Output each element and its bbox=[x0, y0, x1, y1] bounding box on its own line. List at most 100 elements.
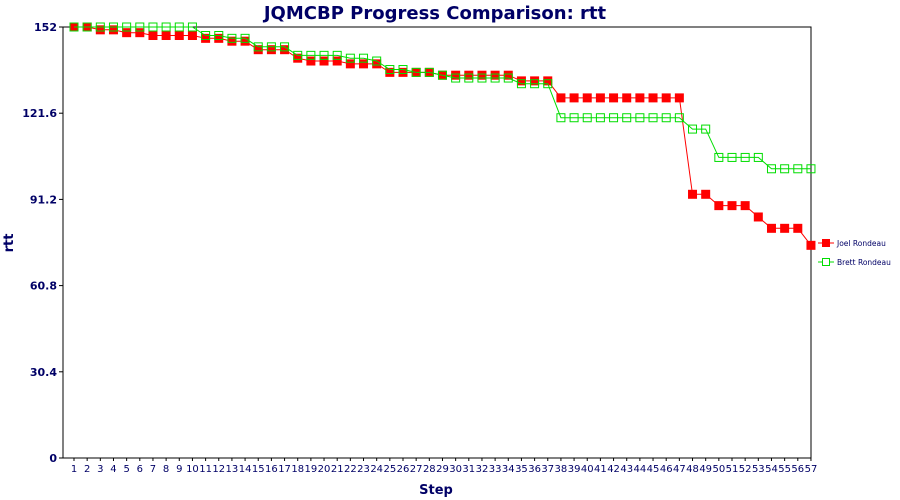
data-point-brett-rondeau bbox=[806, 164, 816, 174]
data-point-joel-rondeau bbox=[280, 45, 290, 55]
data-point-joel-rondeau bbox=[661, 93, 671, 103]
data-point-joel-rondeau bbox=[793, 223, 803, 233]
x-tick-label: 15 bbox=[252, 464, 265, 475]
data-point-brett-rondeau bbox=[530, 79, 540, 89]
data-point-joel-rondeau bbox=[187, 31, 197, 41]
x-tick-label: 21 bbox=[331, 464, 344, 475]
data-point-joel-rondeau bbox=[543, 76, 553, 86]
data-point-brett-rondeau bbox=[293, 50, 303, 60]
data-point-brett-rondeau bbox=[793, 164, 803, 174]
legend-label-joel: Joel Rondeau bbox=[836, 239, 886, 248]
x-tick-label: 42 bbox=[607, 464, 620, 475]
x-tick-label: 1 bbox=[71, 464, 77, 475]
data-point-brett-rondeau bbox=[701, 124, 711, 134]
x-tick-label: 38 bbox=[555, 464, 568, 475]
data-point-brett-rondeau bbox=[345, 53, 355, 63]
y-tick-label: 30.4 bbox=[30, 366, 57, 379]
data-point-joel-rondeau bbox=[306, 56, 316, 66]
x-tick-label: 48 bbox=[686, 464, 699, 475]
series-line-joel-rondeau bbox=[74, 26, 812, 246]
data-point-joel-rondeau bbox=[753, 212, 763, 222]
data-point-joel-rondeau bbox=[780, 223, 790, 233]
data-point-brett-rondeau bbox=[187, 22, 197, 32]
x-tick-label: 24 bbox=[370, 464, 383, 475]
data-point-brett-rondeau bbox=[385, 65, 395, 75]
data-point-brett-rondeau bbox=[240, 33, 250, 43]
x-tick-label: 35 bbox=[515, 464, 528, 475]
data-point-brett-rondeau bbox=[424, 67, 434, 77]
legend-marker-brett bbox=[822, 258, 830, 266]
data-point-joel-rondeau bbox=[516, 76, 526, 86]
data-point-joel-rondeau bbox=[635, 93, 645, 103]
x-axis-label: Step bbox=[419, 483, 453, 498]
data-point-joel-rondeau bbox=[240, 36, 250, 46]
x-tick-label: 22 bbox=[344, 464, 357, 475]
data-point-brett-rondeau bbox=[280, 42, 290, 52]
x-tick-label: 13 bbox=[226, 464, 239, 475]
chart-title: JQMCBP Progress Comparison: rtt bbox=[262, 3, 607, 24]
data-point-joel-rondeau bbox=[622, 93, 632, 103]
data-point-brett-rondeau bbox=[214, 31, 224, 41]
x-tick-label: 57 bbox=[805, 464, 818, 475]
data-point-joel-rondeau bbox=[740, 201, 750, 211]
x-tick-label: 34 bbox=[502, 464, 515, 475]
data-point-brett-rondeau bbox=[648, 113, 658, 123]
data-point-joel-rondeau bbox=[148, 31, 158, 41]
data-point-joel-rondeau bbox=[477, 70, 487, 80]
x-tick-label: 29 bbox=[436, 464, 449, 475]
data-point-joel-rondeau bbox=[451, 70, 461, 80]
x-tick-label: 31 bbox=[462, 464, 475, 475]
data-point-brett-rondeau bbox=[674, 113, 684, 123]
data-point-brett-rondeau bbox=[780, 164, 790, 174]
data-point-joel-rondeau bbox=[201, 33, 211, 43]
data-point-joel-rondeau bbox=[464, 70, 474, 80]
data-point-joel-rondeau bbox=[569, 93, 579, 103]
data-point-brett-rondeau bbox=[319, 50, 329, 60]
data-point-joel-rondeau bbox=[108, 25, 118, 35]
data-point-brett-rondeau bbox=[332, 50, 342, 60]
data-point-joel-rondeau bbox=[214, 33, 224, 43]
data-point-joel-rondeau bbox=[714, 201, 724, 211]
x-tick-label: 2 bbox=[84, 464, 90, 475]
x-tick-label: 33 bbox=[489, 464, 502, 475]
x-tick-label: 3 bbox=[97, 464, 103, 475]
data-point-brett-rondeau bbox=[477, 73, 487, 83]
data-point-brett-rondeau bbox=[398, 65, 408, 75]
x-tick-label: 10 bbox=[186, 464, 199, 475]
data-point-brett-rondeau bbox=[464, 73, 474, 83]
data-point-joel-rondeau bbox=[766, 223, 776, 233]
x-tick-label: 11 bbox=[199, 464, 212, 475]
data-point-joel-rondeau bbox=[135, 28, 145, 38]
x-tick-label: 8 bbox=[163, 464, 169, 475]
x-tick-label: 12 bbox=[212, 464, 225, 475]
y-tick-label: 91.2 bbox=[30, 193, 57, 206]
data-point-joel-rondeau bbox=[345, 59, 355, 69]
data-point-joel-rondeau bbox=[253, 45, 263, 55]
x-tick-label: 19 bbox=[305, 464, 318, 475]
data-point-brett-rondeau bbox=[714, 152, 724, 162]
data-point-brett-rondeau bbox=[201, 31, 211, 41]
x-tick-label: 41 bbox=[594, 464, 607, 475]
y-tick-label: 152 bbox=[34, 21, 57, 34]
data-point-brett-rondeau bbox=[622, 113, 632, 123]
x-tick-label: 30 bbox=[449, 464, 462, 475]
data-point-joel-rondeau bbox=[359, 59, 369, 69]
data-point-brett-rondeau bbox=[69, 22, 79, 32]
x-tick-label: 23 bbox=[357, 464, 370, 475]
x-tick-label: 54 bbox=[765, 464, 778, 475]
data-point-brett-rondeau bbox=[437, 70, 447, 80]
data-point-brett-rondeau bbox=[635, 113, 645, 123]
x-tick-label: 6 bbox=[137, 464, 143, 475]
data-point-joel-rondeau bbox=[556, 93, 566, 103]
data-point-joel-rondeau bbox=[385, 67, 395, 77]
data-point-brett-rondeau bbox=[543, 79, 553, 89]
data-point-brett-rondeau bbox=[688, 124, 698, 134]
x-tick-label: 46 bbox=[660, 464, 673, 475]
x-tick-label: 47 bbox=[673, 464, 686, 475]
data-point-joel-rondeau bbox=[595, 93, 605, 103]
data-point-brett-rondeau bbox=[82, 22, 92, 32]
data-point-joel-rondeau bbox=[503, 70, 513, 80]
data-point-brett-rondeau bbox=[148, 22, 158, 32]
series-joel-rondeau bbox=[69, 22, 816, 250]
y-tick-label: 0 bbox=[49, 452, 57, 465]
